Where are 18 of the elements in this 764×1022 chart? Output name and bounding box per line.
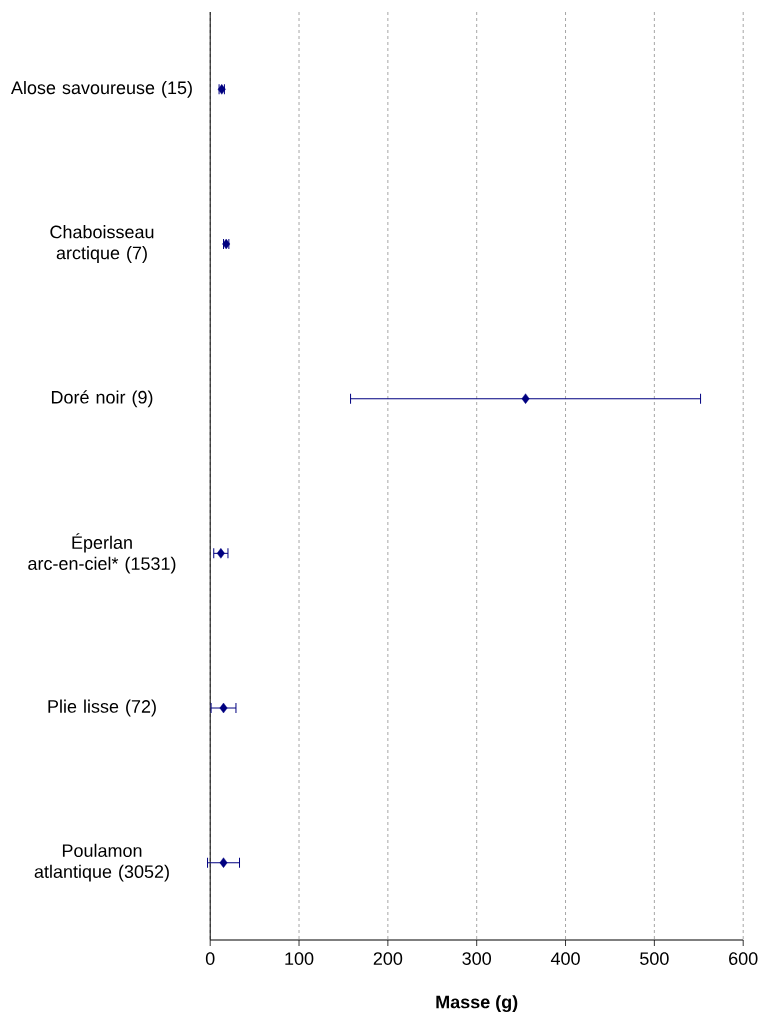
point: [216, 548, 225, 559]
point: [219, 857, 228, 868]
x-tick-label: 600: [729, 952, 758, 965]
x-tick-label: 200: [373, 952, 403, 965]
y-tick-label: Éperlan arc-en-ciel* (1531): [28, 533, 176, 574]
y-tick-label: Poulamon atlantique (3052): [34, 843, 169, 882]
x-tick-label: 400: [550, 952, 580, 965]
x-tick-label: 300: [462, 952, 491, 965]
y-tick-label: Chaboisseau arctique (7): [50, 225, 154, 263]
point: [521, 393, 530, 404]
y-tick-label: Alose savoureuse (15): [10, 80, 192, 98]
x-tick-label: 0: [205, 952, 215, 965]
point: [219, 702, 228, 714]
x-axis-title: Masse (g): [436, 995, 518, 1013]
x-tick-label: 500: [639, 952, 669, 965]
x-tick-label: 100: [285, 952, 314, 965]
y-tick-label: Doré noir (9): [51, 390, 153, 408]
y-tick-label: Plie lisse (72): [48, 699, 156, 717]
